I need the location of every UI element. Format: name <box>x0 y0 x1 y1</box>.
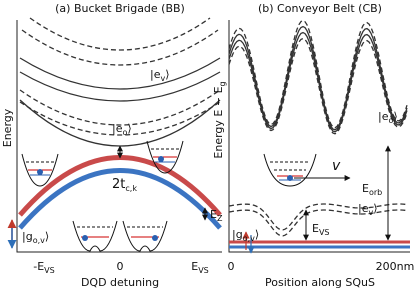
label: EZ <box>210 208 223 223</box>
curve <box>228 209 408 237</box>
curve <box>228 203 408 231</box>
label: Eorb <box>362 182 382 197</box>
bucket-icons <box>21 140 184 252</box>
label: v <box>332 158 341 174</box>
label: EVS <box>312 222 330 237</box>
label: |ev⟩ <box>150 68 170 83</box>
panel-title: (b) Conveyor Belt (CB) <box>258 2 382 15</box>
curves <box>228 19 408 237</box>
y-label: Energy E − Eg <box>212 81 227 158</box>
label: |eo⟩ <box>112 122 132 137</box>
axes <box>16 20 222 253</box>
panel-title: (a) Bucket Brigade (BB) <box>55 2 185 15</box>
label: |go,v⟩ <box>232 228 259 243</box>
x-label: Position along SQuS <box>265 276 375 289</box>
x-tick-label: 0 <box>117 260 124 273</box>
curve <box>228 25 408 131</box>
x-tick-label: EVS <box>191 260 209 275</box>
bucket-icon <box>263 153 351 187</box>
x-tick-label: 0 <box>228 260 235 273</box>
curve <box>228 19 408 129</box>
label: |go,v⟩ <box>22 230 49 245</box>
curves <box>7 17 222 249</box>
label: |ev⟩ <box>358 202 378 217</box>
x-label: DQD detuning <box>81 276 159 289</box>
y-label: Energy <box>1 108 14 147</box>
axes <box>228 20 410 253</box>
curve <box>228 37 408 135</box>
label: |eo⟩ <box>378 110 398 125</box>
curve <box>228 31 408 133</box>
x-tick-label: -EVS <box>33 260 54 275</box>
x-tick-label: 200nm <box>376 260 415 273</box>
label: 2tc,k <box>112 177 137 193</box>
